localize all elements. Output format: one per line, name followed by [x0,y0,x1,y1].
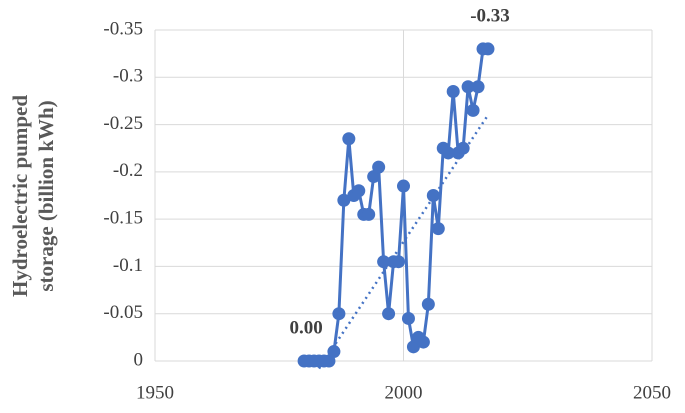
marker [471,80,485,94]
marker [431,222,445,236]
marker [466,103,480,117]
marker [377,255,391,269]
marker [327,345,341,359]
marker [446,84,460,98]
marker [332,307,346,321]
marker [362,207,376,221]
data-label: -0.33 [470,5,510,26]
marker [456,141,470,155]
y-tick-label: -0.1 [113,255,143,276]
y-tick-label: -0.15 [103,208,143,229]
marker [416,335,430,349]
x-tick-label: 2000 [385,382,423,403]
marker [342,132,356,146]
marker [441,146,455,160]
y-axis-label: storage (billion kWh) [34,100,58,291]
x-tick-label: 1950 [136,382,174,403]
marker [337,193,351,207]
marker [397,179,410,193]
y-tick-label: -0.05 [103,302,143,323]
marker [372,160,386,174]
marker [401,311,415,325]
y-tick-label: -0.25 [103,113,143,134]
y-axis-label: Hydroelectric pumped [8,95,32,297]
y-tick-label: -0.3 [113,66,143,87]
x-tick-label: 2050 [633,382,671,403]
marker [352,184,366,198]
marker [426,189,440,202]
y-tick-label: 0 [134,349,144,370]
marker [392,255,406,269]
marker [382,307,396,321]
marker [461,80,475,94]
marker [481,42,495,56]
marker [421,297,435,311]
y-tick-label: -0.35 [103,18,143,39]
data-label: 0.00 [289,317,322,338]
y-tick-label: -0.2 [113,160,143,181]
